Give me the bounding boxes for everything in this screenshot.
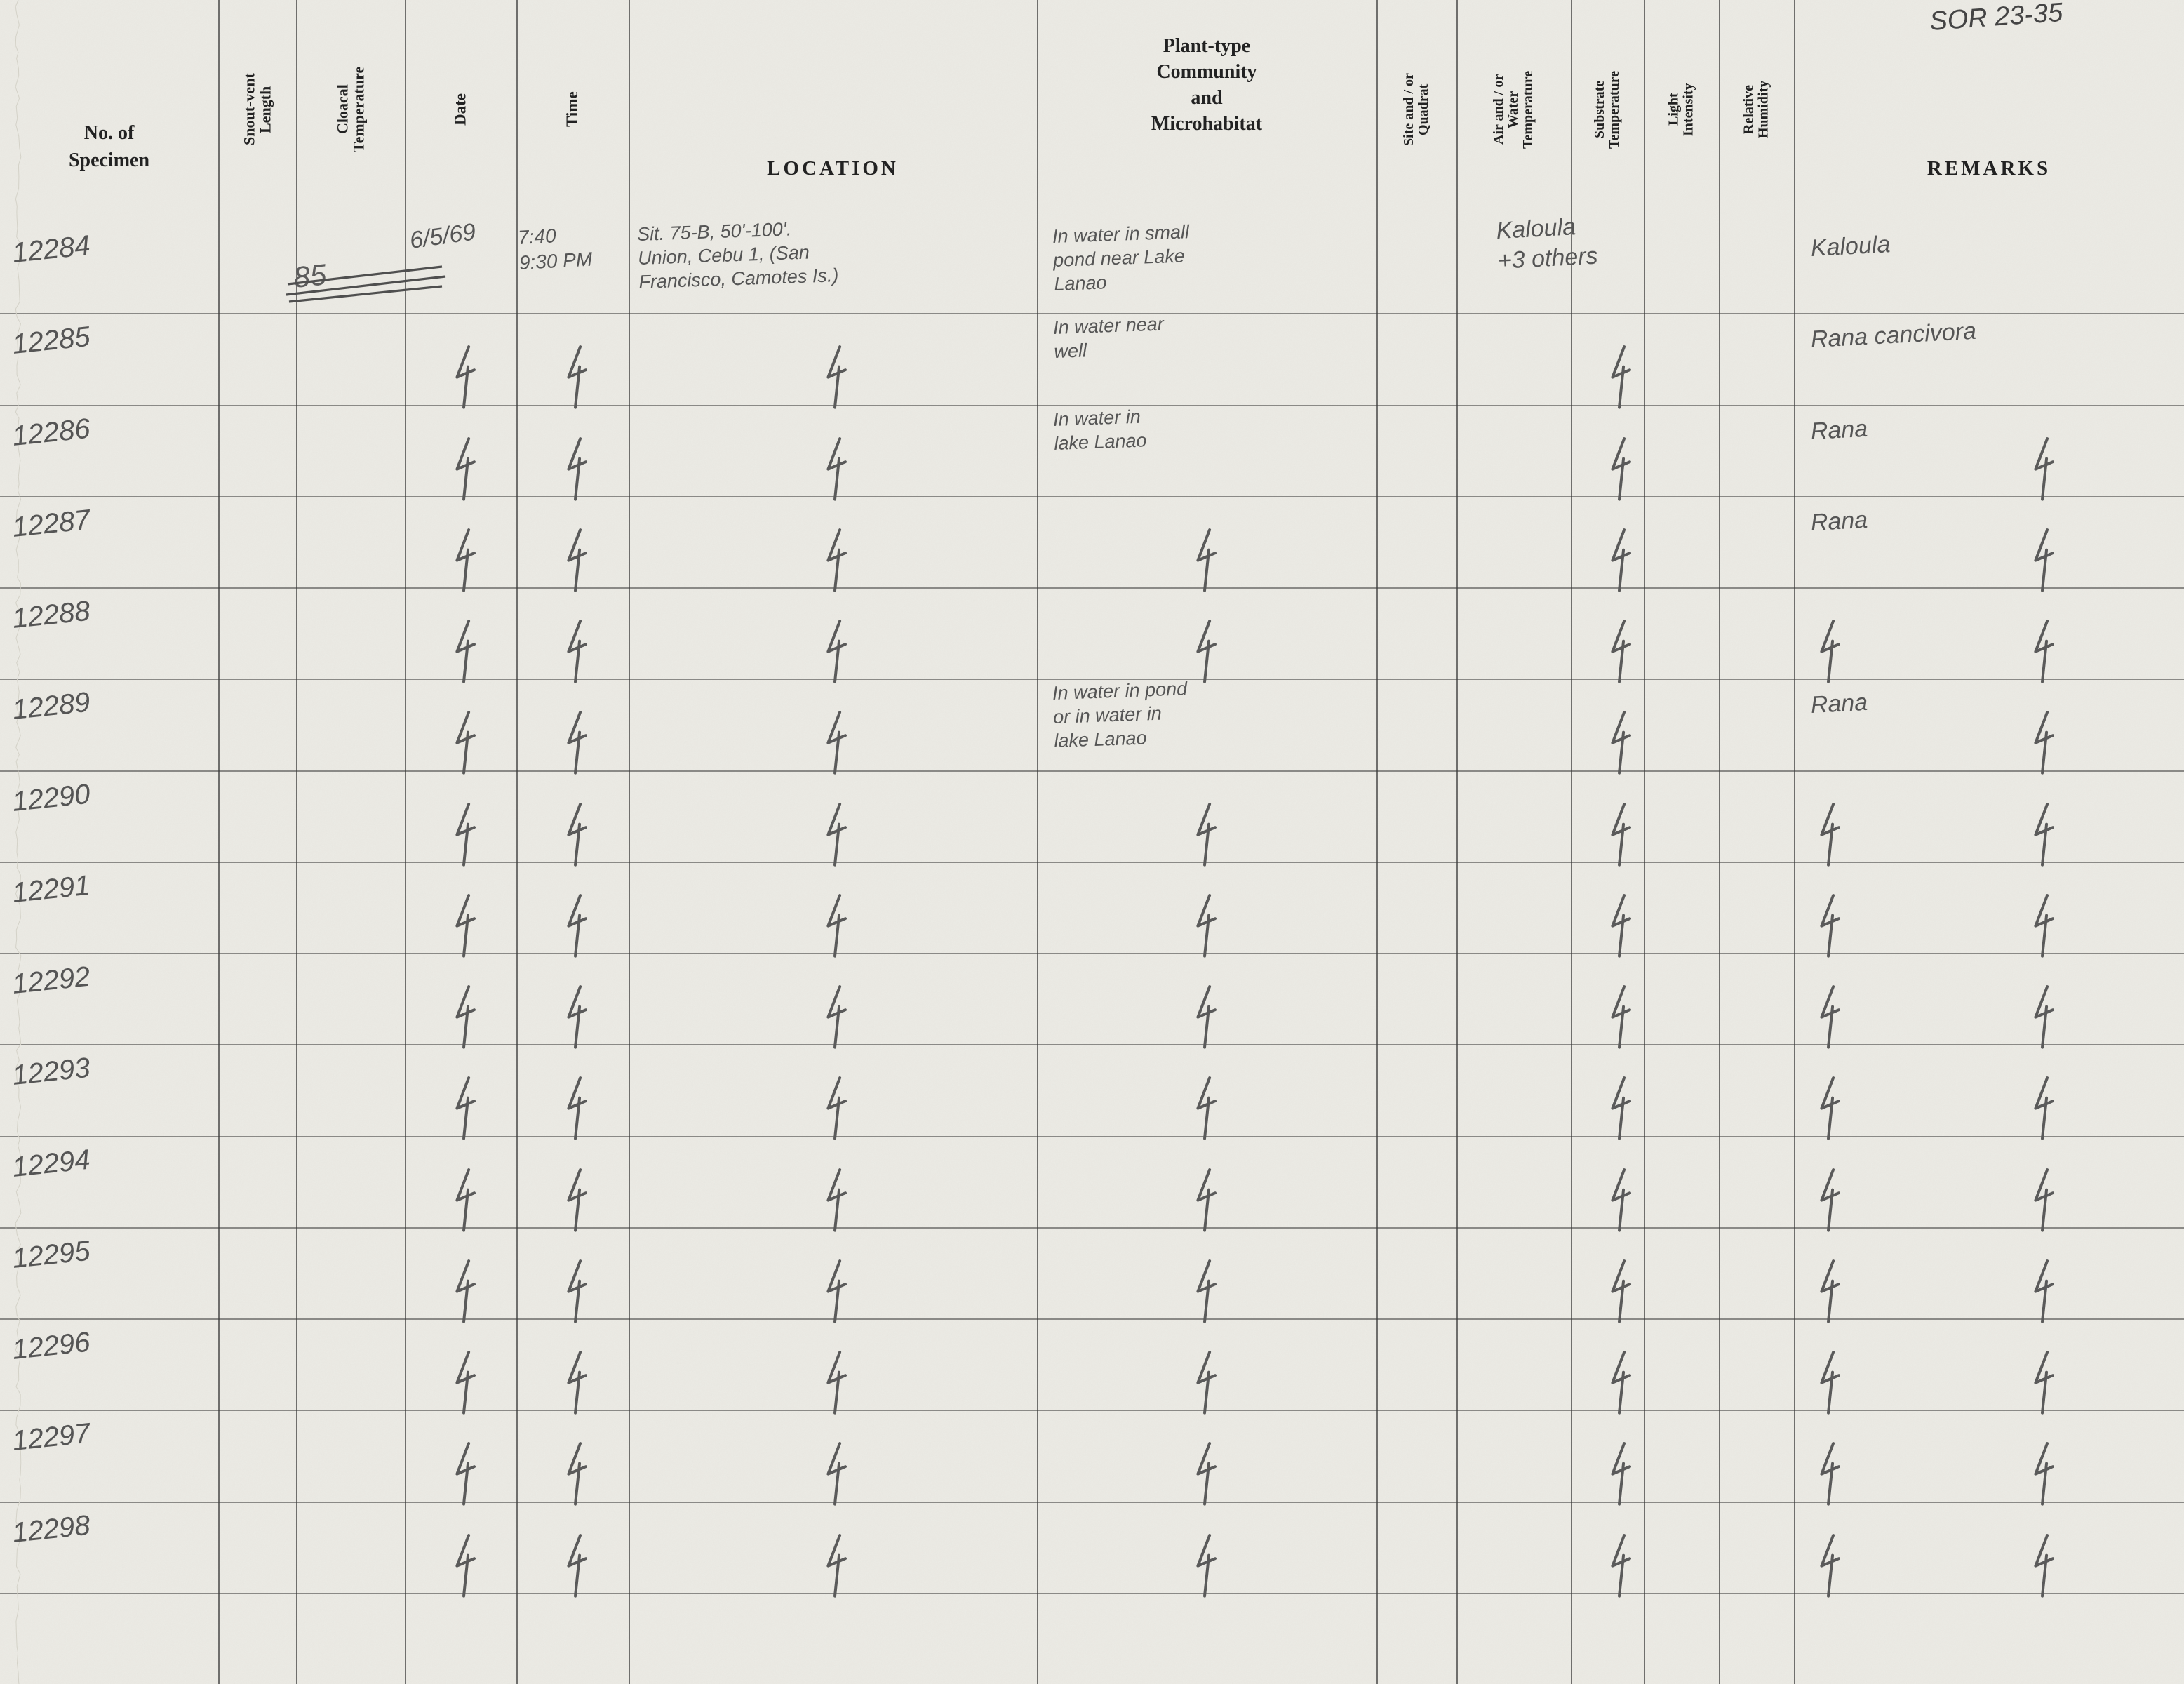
svg-text:85: 85: [292, 258, 328, 294]
